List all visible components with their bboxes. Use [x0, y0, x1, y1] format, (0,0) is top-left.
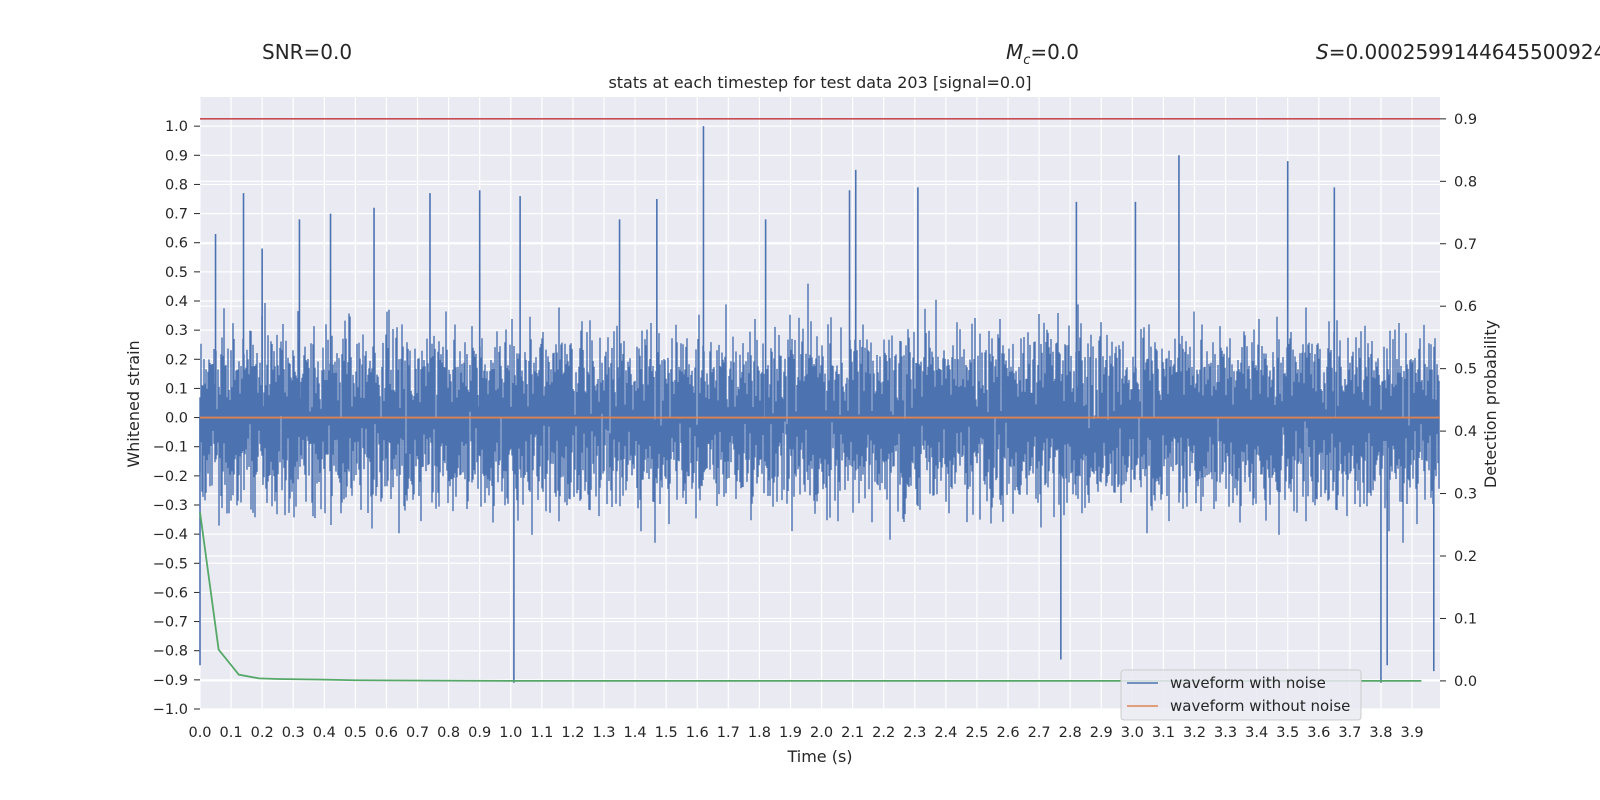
- y-tick-label-5: −0.5: [153, 556, 188, 572]
- chart-title: stats at each timestep for test data 203…: [608, 73, 1031, 92]
- x-tick-label-0: 0.0: [188, 725, 211, 741]
- x-tick-label-2: 0.2: [251, 725, 274, 741]
- y-tick-label-13: 0.3: [165, 323, 188, 339]
- s-stat-label: S=0.0002599144645500924: [1316, 40, 1600, 64]
- x-tick-label-27: 2.7: [1028, 725, 1051, 741]
- y2-tick-label-1: 0.1: [1454, 611, 1477, 627]
- y2-tick-label-7: 0.7: [1454, 237, 1477, 253]
- x-tick-label-29: 2.9: [1090, 725, 1113, 741]
- legend: waveform with noise waveform without noi…: [1120, 669, 1362, 721]
- y-tick-label-15: 0.5: [165, 265, 188, 281]
- y2-tick-label-8: 0.8: [1454, 174, 1477, 190]
- x-tick-label-15: 1.5: [655, 725, 678, 741]
- s-stat-value: =0.0002599144645500924: [1328, 40, 1600, 64]
- x-tick-label-13: 1.3: [592, 725, 615, 741]
- x-tick-label-31: 3.1: [1152, 725, 1175, 741]
- grid: [199, 97, 1440, 710]
- y-tick-label-4: −0.6: [153, 585, 188, 601]
- s-stat-symbol: S: [1316, 40, 1329, 64]
- y-tick-label-18: 0.8: [165, 177, 188, 193]
- x-tick-label-32: 3.2: [1183, 725, 1206, 741]
- x-tick-label-35: 3.5: [1276, 725, 1299, 741]
- y2-tick-label-5: 0.5: [1454, 362, 1477, 378]
- x-tick-label-14: 1.4: [624, 725, 647, 741]
- x-tick-label-28: 2.8: [1059, 725, 1082, 741]
- x-tick-label-6: 0.6: [375, 725, 398, 741]
- x-tick-label-7: 0.7: [406, 725, 429, 741]
- y2-tick-label-4: 0.4: [1454, 424, 1477, 440]
- y-tick-label-12: 0.2: [165, 352, 188, 368]
- y2-tick-label-6: 0.6: [1454, 299, 1477, 315]
- y-tick-label-20: 1.0: [165, 119, 188, 135]
- x-tick-label-23: 2.3: [903, 725, 926, 741]
- y2-tick-label-0: 0.0: [1454, 674, 1477, 690]
- y-tick-label-17: 0.7: [165, 207, 188, 223]
- x-tick-label-16: 1.6: [686, 725, 709, 741]
- x-tick-label-21: 2.1: [841, 725, 864, 741]
- x-tick-label-39: 3.9: [1400, 725, 1423, 741]
- y-tick-label-9: −0.1: [153, 440, 188, 456]
- y2-tick-label-2: 0.2: [1454, 549, 1477, 565]
- x-tick-label-38: 3.8: [1369, 725, 1392, 741]
- y-tick-label-3: −0.7: [153, 615, 188, 631]
- x-tick-label-22: 2.2: [872, 725, 895, 741]
- y-tick-label-6: −0.4: [153, 527, 188, 543]
- x-tick-label-25: 2.5: [965, 725, 988, 741]
- x-tick-label-24: 2.4: [934, 725, 957, 741]
- x-axis-ticks: 0.0 0.1 0.2 0.3 0.4 0.5 0.6 0.7 0.8 0.9 1.0 1.1 1.2 1…: [188, 725, 1423, 741]
- y-tick-label-10: 0.0: [165, 411, 188, 427]
- x-tick-label-10: 1.0: [499, 725, 522, 741]
- x-tick-label-34: 3.4: [1245, 725, 1268, 741]
- x-tick-label-37: 3.7: [1338, 725, 1361, 741]
- x-tick-label-19: 1.9: [779, 725, 802, 741]
- chirp-mass-symbol: M: [1006, 40, 1024, 64]
- legend-label-clean: waveform without noise: [1170, 697, 1350, 715]
- series-layer: [199, 118, 1440, 683]
- x-tick-label-26: 2.6: [996, 725, 1019, 741]
- y2-axis-ticks: 0.0 0.1 0.2 0.3 0.4 0.5 0.6 0.7 0.8 0.9: [1440, 112, 1477, 690]
- y2-tick-label-3: 0.3: [1454, 487, 1477, 503]
- x-tick-label-3: 0.3: [282, 725, 305, 741]
- legend-box: [1120, 669, 1362, 721]
- x-tick-label-9: 0.9: [468, 725, 491, 741]
- y-tick-label-0: −1.0: [153, 702, 188, 718]
- x-tick-label-20: 2.0: [810, 725, 833, 741]
- series-detection-probability: [199, 512, 1422, 682]
- y-tick-label-11: 0.1: [165, 381, 188, 397]
- y2-axis-label: Detection probability: [1481, 320, 1500, 488]
- x-tick-label-17: 1.7: [717, 725, 740, 741]
- x-tick-label-30: 3.0: [1121, 725, 1144, 741]
- x-tick-label-4: 0.4: [313, 725, 336, 741]
- chirp-mass-subscript: c: [1023, 53, 1031, 68]
- y2-tick-label-9: 0.9: [1454, 112, 1477, 128]
- y-tick-label-16: 0.6: [165, 236, 188, 252]
- snr-label: SNR=0.0: [262, 40, 353, 64]
- x-tick-label-1: 0.1: [220, 725, 243, 741]
- x-tick-label-11: 1.1: [530, 725, 553, 741]
- y-tick-label-19: 0.9: [165, 148, 188, 164]
- chirp-mass-label: Mc=0.0: [1006, 40, 1079, 68]
- y-tick-label-8: −0.2: [153, 469, 188, 485]
- chirp-mass-value: =0.0: [1030, 40, 1079, 64]
- x-tick-label-8: 0.8: [437, 725, 460, 741]
- y-tick-label-1: −0.9: [153, 673, 188, 689]
- y-axis-ticks: −1.0 −0.9 −0.8 −0.7 −0.6 −0.5 −0.4 −0.3 −0.2 −0.1…: [153, 119, 200, 718]
- x-tick-label-36: 3.6: [1307, 725, 1330, 741]
- x-tick-label-12: 1.2: [561, 725, 584, 741]
- x-tick-label-33: 3.3: [1214, 725, 1237, 741]
- legend-label-noise: waveform with noise: [1170, 674, 1326, 692]
- x-tick-label-18: 1.8: [748, 725, 771, 741]
- y-tick-label-2: −0.8: [153, 644, 188, 660]
- y-tick-label-14: 0.4: [165, 294, 188, 310]
- x-tick-label-5: 0.5: [344, 725, 367, 741]
- y-tick-label-7: −0.3: [153, 498, 188, 514]
- x-axis-label: Time (s): [786, 747, 852, 766]
- y-axis-label: Whitened strain: [124, 340, 143, 467]
